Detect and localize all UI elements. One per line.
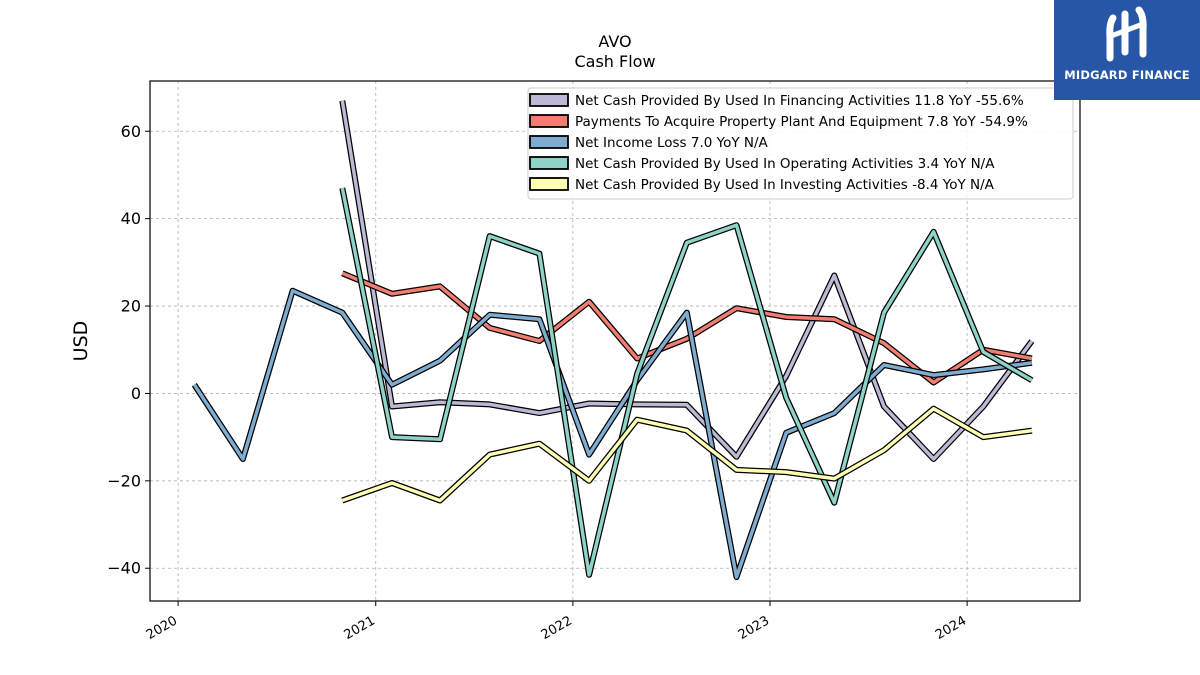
axes-frame [149,80,1081,602]
y-tick-label: −40 [107,559,141,578]
series-line-2 [191,287,1033,580]
series-line-4 [341,405,1033,504]
legend: Net Cash Provided By Used In Financing A… [527,87,1074,200]
y-tick-label: 20 [121,297,141,316]
series-line-stroke [341,406,1033,503]
legend-entry: Net Cash Provided By Used In Financing A… [575,93,1024,109]
series-line-stroke [340,100,1034,461]
series-line-3 [339,187,1034,578]
plot-area [191,100,1035,580]
y-tick-label: 60 [121,122,141,141]
y-axis-label: USD [70,321,92,362]
legend-entry: Net Cash Provided By Used In Investing A… [575,177,995,193]
chart-title: AVO [598,32,631,51]
series-line-stroke [192,288,1033,579]
legend-swatch [529,156,569,170]
legend-entry: Payments To Acquire Property Plant And E… [575,114,1028,130]
y-tick-label: −20 [107,471,141,490]
brand-logo: MIDGARD FINANCE [1054,0,1200,100]
brand-mark-icon [1106,6,1147,62]
legend-swatch [529,135,569,149]
legend-entry: Net Income Loss 7.0 YoY N/A [575,135,769,151]
chart-subtitle: Cash Flow [574,52,655,71]
brand-name: MIDGARD FINANCE [1064,68,1190,82]
series-line-0 [339,100,1035,462]
legend-swatch [529,177,569,191]
legend-box [527,87,1074,200]
y-tick-label: 40 [121,209,141,228]
legend-swatch [529,114,569,128]
legend-swatch [529,93,569,107]
legend-entry: Net Cash Provided By Used In Operating A… [575,156,995,172]
series-line-stroke [340,187,1033,577]
y-tick-label: 0 [131,384,141,403]
